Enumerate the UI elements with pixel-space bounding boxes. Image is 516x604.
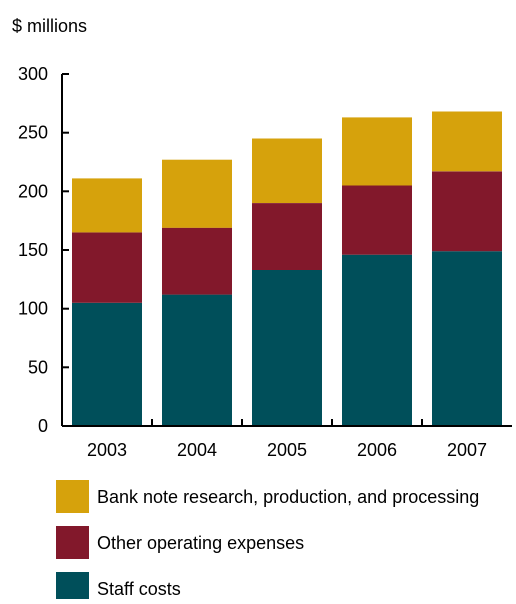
y-tick-label-200: 200 — [18, 181, 48, 201]
bar-segment-2006-s1 — [342, 185, 412, 255]
legend-label-1: Other operating expenses — [97, 533, 304, 553]
legend: Bank note research, production, and proc… — [56, 480, 479, 604]
legend-label-0: Bank note research, production, and proc… — [97, 487, 479, 507]
y-unit-label: $ millions — [12, 16, 87, 36]
bar-segment-2006-s0 — [342, 254, 412, 426]
bar-segment-2006-s2 — [342, 117, 412, 186]
y-tick-label-0: 0 — [38, 416, 48, 436]
legend-swatch-2 — [56, 572, 89, 604]
y-tick-label-250: 250 — [18, 123, 48, 143]
x-tick-label-2003: 2003 — [87, 440, 127, 460]
bar-segment-2003-s1 — [72, 232, 142, 303]
y-tick-label-150: 150 — [18, 240, 48, 260]
x-tick-label-2006: 2006 — [357, 440, 397, 460]
bar-segment-2004-s2 — [162, 159, 232, 228]
bar-segment-2003-s0 — [72, 302, 142, 426]
bar-segment-2007-s2 — [432, 111, 502, 172]
legend-swatch-1 — [56, 526, 89, 559]
bar-segment-2005-s2 — [252, 138, 322, 203]
legend-label-2: Staff costs — [97, 579, 181, 599]
y-tick-label-300: 300 — [18, 64, 48, 84]
axes-group: 2003 2004 2005 2006 2007 0 50 100 150 200 250 300 — [18, 64, 512, 460]
x-tick-label-2007: 2007 — [447, 440, 487, 460]
bar-segment-2007-s0 — [432, 251, 502, 426]
bar-segment-2004-s1 — [162, 227, 232, 295]
bar-segment-2007-s1 — [432, 171, 502, 252]
y-tick-label-50: 50 — [28, 357, 48, 377]
y-tick-label-100: 100 — [18, 299, 48, 319]
x-tick-label-2004: 2004 — [177, 440, 217, 460]
bar-segment-2004-s0 — [162, 294, 232, 426]
x-tick-label-2005: 2005 — [267, 440, 307, 460]
bars-group — [72, 111, 502, 426]
bar-segment-2003-s2 — [72, 178, 142, 233]
legend-swatch-0 — [56, 480, 89, 513]
bar-segment-2005-s0 — [252, 269, 322, 426]
bar-segment-2005-s1 — [252, 203, 322, 270]
